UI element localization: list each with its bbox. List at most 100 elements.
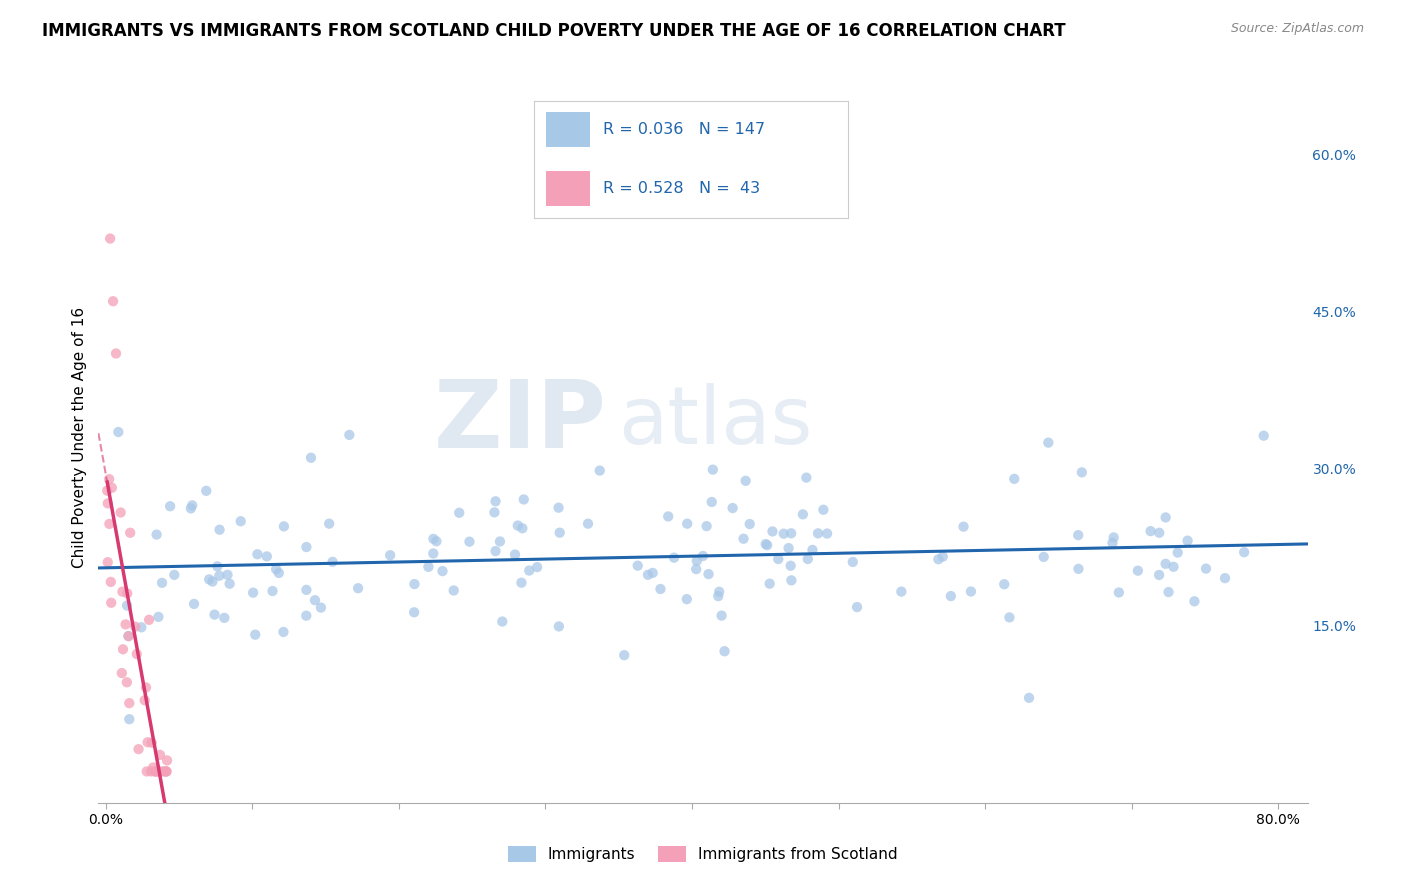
Point xyxy=(637,567,659,582)
Point xyxy=(780,526,803,541)
Point xyxy=(443,583,465,598)
Point xyxy=(1163,559,1185,574)
Point xyxy=(111,666,134,681)
Point xyxy=(547,500,569,515)
Point xyxy=(115,599,138,613)
Point xyxy=(613,648,636,662)
Point xyxy=(295,608,318,623)
Point xyxy=(1167,545,1189,559)
Point xyxy=(952,519,974,533)
Point xyxy=(676,516,699,531)
Point xyxy=(484,544,506,558)
Point xyxy=(1108,585,1130,599)
Point xyxy=(657,509,679,524)
Point xyxy=(692,549,714,563)
Point xyxy=(801,543,824,558)
Point xyxy=(229,514,252,528)
Point xyxy=(932,549,955,564)
Point xyxy=(696,519,718,533)
Point xyxy=(107,425,129,439)
Point xyxy=(146,764,169,779)
Point xyxy=(685,562,707,576)
Text: atlas: atlas xyxy=(619,384,813,461)
Point xyxy=(484,494,506,508)
Point xyxy=(143,764,166,779)
Point xyxy=(115,586,138,600)
Point xyxy=(145,527,167,541)
Point xyxy=(733,532,755,546)
Point xyxy=(156,753,179,767)
Point xyxy=(120,525,142,540)
Point xyxy=(422,547,444,561)
Point xyxy=(1195,561,1218,575)
Point xyxy=(273,519,295,533)
Point xyxy=(1253,428,1275,442)
Point xyxy=(117,629,139,643)
Point xyxy=(318,516,340,531)
Point xyxy=(246,547,269,561)
Point xyxy=(404,577,426,591)
Point xyxy=(1032,549,1054,564)
Point xyxy=(780,574,803,588)
Point xyxy=(114,617,136,632)
Point xyxy=(772,526,794,541)
Point xyxy=(1067,562,1090,576)
Point xyxy=(1139,524,1161,538)
Point xyxy=(141,736,163,750)
Point xyxy=(128,742,150,756)
Point xyxy=(124,620,146,634)
Point xyxy=(207,559,229,574)
Point xyxy=(1177,533,1199,548)
Point xyxy=(115,675,138,690)
Point xyxy=(208,523,231,537)
Y-axis label: Child Poverty Under the Age of 16: Child Poverty Under the Age of 16 xyxy=(72,307,87,567)
Point xyxy=(890,584,912,599)
Point xyxy=(700,495,723,509)
Point xyxy=(264,562,287,576)
Point xyxy=(797,552,820,566)
Point xyxy=(378,548,401,562)
Point xyxy=(641,566,664,580)
Point xyxy=(927,552,949,566)
Point xyxy=(756,538,779,552)
Point xyxy=(96,483,118,498)
Point xyxy=(100,574,122,589)
Point xyxy=(755,537,778,551)
Point xyxy=(118,696,141,710)
Point xyxy=(204,607,226,622)
Point xyxy=(1147,525,1170,540)
Point xyxy=(761,524,783,539)
Point xyxy=(304,593,326,607)
Point xyxy=(675,592,697,607)
Point xyxy=(101,294,124,309)
Point xyxy=(432,564,454,578)
Point xyxy=(458,534,481,549)
Point xyxy=(295,582,318,597)
Point xyxy=(156,764,179,779)
Point xyxy=(768,552,790,566)
Point xyxy=(337,428,360,442)
Point xyxy=(111,584,134,599)
Point xyxy=(97,496,120,510)
Point xyxy=(548,525,571,540)
Point xyxy=(547,619,569,633)
Point xyxy=(134,693,156,707)
Point xyxy=(503,548,526,562)
Point xyxy=(710,608,733,623)
Point xyxy=(939,589,962,603)
Point xyxy=(697,567,720,582)
Point xyxy=(512,521,534,535)
Text: ZIP: ZIP xyxy=(433,376,606,468)
Legend: Immigrants, Immigrants from Scotland: Immigrants, Immigrants from Scotland xyxy=(502,840,904,868)
Point xyxy=(150,575,173,590)
Text: IMMIGRANTS VS IMMIGRANTS FROM SCOTLAND CHILD POVERTY UNDER THE AGE OF 16 CORRELA: IMMIGRANTS VS IMMIGRANTS FROM SCOTLAND C… xyxy=(42,22,1066,40)
Point xyxy=(713,644,735,658)
Point xyxy=(510,575,533,590)
Point xyxy=(198,573,221,587)
Point xyxy=(143,764,166,779)
Point xyxy=(155,764,177,779)
Point xyxy=(148,610,170,624)
Point xyxy=(256,549,278,564)
Point xyxy=(815,526,838,541)
Point xyxy=(273,624,295,639)
